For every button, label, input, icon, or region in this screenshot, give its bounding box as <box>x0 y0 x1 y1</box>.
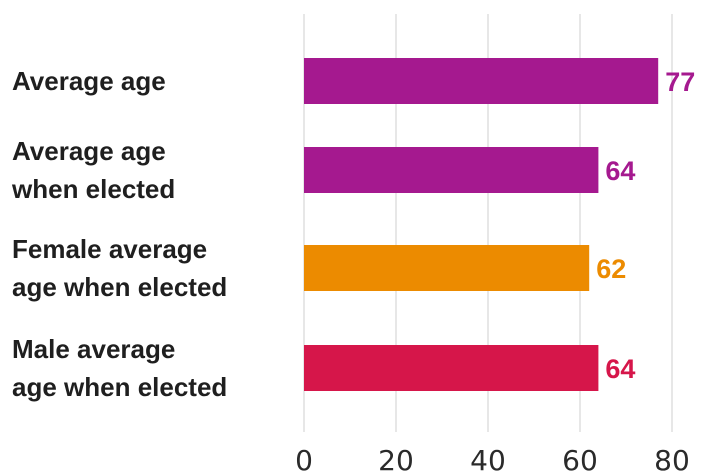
x-tick-label: 80 <box>654 444 690 471</box>
bar <box>304 147 599 193</box>
category-label: Average age when elected <box>11 136 175 204</box>
x-tick-label: 40 <box>470 444 506 471</box>
category-label: Average age <box>12 66 166 96</box>
value-labels: 77 64 62 64 <box>596 67 695 384</box>
category-label: Male average age when elected <box>12 334 227 402</box>
x-tick-label: 0 <box>295 444 313 471</box>
data-label: 64 <box>605 156 635 186</box>
bar <box>304 245 590 291</box>
bar <box>304 58 659 104</box>
category-labels: Average age Average age when elected Female… <box>11 66 227 402</box>
data-label: 77 <box>665 67 695 97</box>
category-label: Female average age when elected <box>12 234 227 302</box>
data-label: 64 <box>605 354 635 384</box>
data-label: 62 <box>596 254 626 284</box>
x-tick-label: 60 <box>562 444 598 471</box>
bar <box>304 345 599 391</box>
x-tick-label: 20 <box>378 444 414 471</box>
bars <box>304 58 659 391</box>
x-axis-ticks: 0 20 40 60 80 <box>295 444 690 471</box>
